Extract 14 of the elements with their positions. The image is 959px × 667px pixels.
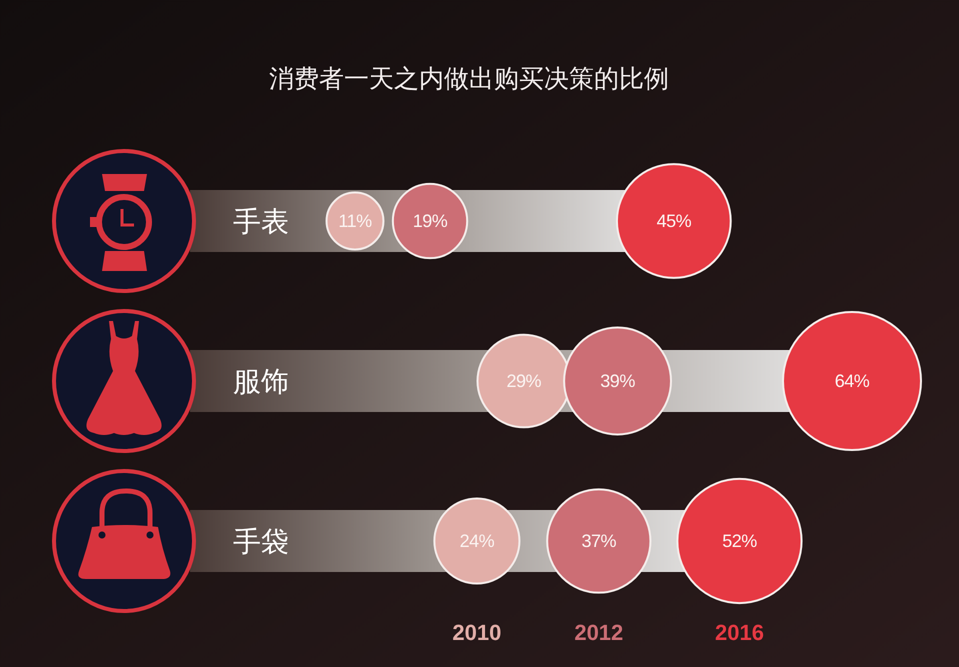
data-label: 39%: [600, 371, 636, 391]
legend: 2010 2012 2016: [452, 620, 764, 645]
data-label: 45%: [656, 211, 692, 231]
data-label: 19%: [412, 211, 448, 231]
data-label: 29%: [506, 371, 542, 391]
y-tick-label: 服饰: [233, 366, 289, 397]
data-label: 52%: [722, 531, 758, 551]
data-label: 11%: [338, 211, 372, 231]
data-label: 37%: [582, 531, 617, 551]
chart-title: 消费者一天之内做出购买决策的比例: [269, 65, 669, 93]
data-label: 64%: [834, 371, 870, 391]
data-label: 24%: [460, 531, 495, 551]
y-tick-label: 手表: [233, 206, 289, 237]
y-tick-label: 手袋: [233, 526, 289, 557]
